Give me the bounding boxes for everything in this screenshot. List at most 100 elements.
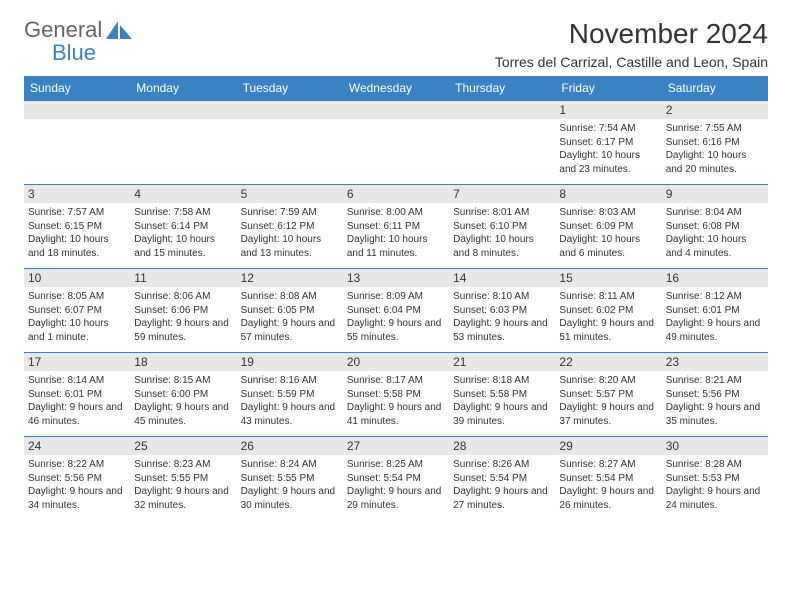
logo: General Blue <box>24 18 134 64</box>
sunrise-line: Sunrise: 8:28 AM <box>666 458 764 472</box>
day-header: Saturday <box>662 76 768 101</box>
sunset-line: Sunset: 5:55 PM <box>134 472 232 486</box>
daylight-line: Daylight: 9 hours and 32 minutes. <box>134 485 232 512</box>
daylight-line: Daylight: 9 hours and 37 minutes. <box>559 401 657 428</box>
day-number-cell: 28 <box>449 437 555 456</box>
day-info-cell: Sunrise: 7:58 AMSunset: 6:14 PMDaylight:… <box>130 203 236 269</box>
sunrise-line: Sunrise: 7:55 AM <box>666 122 764 136</box>
logo-word-1: General <box>24 18 102 41</box>
sunrise-line: Sunrise: 8:06 AM <box>134 290 232 304</box>
sunrise-line: Sunrise: 8:22 AM <box>28 458 126 472</box>
daylight-line: Daylight: 9 hours and 34 minutes. <box>28 485 126 512</box>
day-info-cell: Sunrise: 7:54 AMSunset: 6:17 PMDaylight:… <box>555 119 661 185</box>
sunset-line: Sunset: 6:01 PM <box>28 388 126 402</box>
sunrise-line: Sunrise: 7:57 AM <box>28 206 126 220</box>
day-info-cell: Sunrise: 8:28 AMSunset: 5:53 PMDaylight:… <box>662 455 768 520</box>
logo-sail-icon <box>104 19 134 41</box>
sunset-line: Sunset: 6:11 PM <box>347 220 445 234</box>
day-info-cell: Sunrise: 7:57 AMSunset: 6:15 PMDaylight:… <box>24 203 130 269</box>
daylight-line: Daylight: 10 hours and 6 minutes. <box>559 233 657 260</box>
day-number-cell: 2 <box>662 101 768 120</box>
sunrise-line: Sunrise: 8:20 AM <box>559 374 657 388</box>
sunrise-line: Sunrise: 8:24 AM <box>241 458 339 472</box>
sunset-line: Sunset: 6:04 PM <box>347 304 445 318</box>
day-number-cell: 8 <box>555 185 661 204</box>
daylight-line: Daylight: 9 hours and 46 minutes. <box>28 401 126 428</box>
sunrise-line: Sunrise: 8:11 AM <box>559 290 657 304</box>
daylight-line: Daylight: 9 hours and 30 minutes. <box>241 485 339 512</box>
day-info-cell: Sunrise: 8:20 AMSunset: 5:57 PMDaylight:… <box>555 371 661 437</box>
sunset-line: Sunset: 6:08 PM <box>666 220 764 234</box>
day-number-cell: 16 <box>662 269 768 288</box>
day-info-cell: Sunrise: 8:26 AMSunset: 5:54 PMDaylight:… <box>449 455 555 520</box>
daylight-line: Daylight: 9 hours and 53 minutes. <box>453 317 551 344</box>
day-number-cell: 22 <box>555 353 661 372</box>
daylight-line: Daylight: 10 hours and 13 minutes. <box>241 233 339 260</box>
day-info-cell <box>449 119 555 185</box>
day-info-cell: Sunrise: 8:25 AMSunset: 5:54 PMDaylight:… <box>343 455 449 520</box>
day-info-cell: Sunrise: 8:11 AMSunset: 6:02 PMDaylight:… <box>555 287 661 353</box>
sunrise-line: Sunrise: 8:15 AM <box>134 374 232 388</box>
calendar-table: Sunday Monday Tuesday Wednesday Thursday… <box>24 76 768 520</box>
daylight-line: Daylight: 9 hours and 39 minutes. <box>453 401 551 428</box>
daylight-line: Daylight: 10 hours and 20 minutes. <box>666 149 764 176</box>
day-number-cell: 29 <box>555 437 661 456</box>
daylight-line: Daylight: 9 hours and 24 minutes. <box>666 485 764 512</box>
day-info-cell: Sunrise: 8:12 AMSunset: 6:01 PMDaylight:… <box>662 287 768 353</box>
daylight-line: Daylight: 10 hours and 23 minutes. <box>559 149 657 176</box>
sunset-line: Sunset: 6:01 PM <box>666 304 764 318</box>
day-info-cell: Sunrise: 8:17 AMSunset: 5:58 PMDaylight:… <box>343 371 449 437</box>
day-info-cell: Sunrise: 8:01 AMSunset: 6:10 PMDaylight:… <box>449 203 555 269</box>
sunrise-line: Sunrise: 8:14 AM <box>28 374 126 388</box>
sunset-line: Sunset: 5:59 PM <box>241 388 339 402</box>
sunrise-line: Sunrise: 8:08 AM <box>241 290 339 304</box>
sunrise-line: Sunrise: 8:00 AM <box>347 206 445 220</box>
sunrise-line: Sunrise: 8:23 AM <box>134 458 232 472</box>
sunset-line: Sunset: 5:54 PM <box>559 472 657 486</box>
sunrise-line: Sunrise: 8:03 AM <box>559 206 657 220</box>
day-number-cell: 11 <box>130 269 236 288</box>
day-info-cell: Sunrise: 8:03 AMSunset: 6:09 PMDaylight:… <box>555 203 661 269</box>
day-info-cell: Sunrise: 8:15 AMSunset: 6:00 PMDaylight:… <box>130 371 236 437</box>
day-header: Thursday <box>449 76 555 101</box>
sunset-line: Sunset: 6:14 PM <box>134 220 232 234</box>
daylight-line: Daylight: 9 hours and 49 minutes. <box>666 317 764 344</box>
sunset-line: Sunset: 6:02 PM <box>559 304 657 318</box>
day-info-row: Sunrise: 8:14 AMSunset: 6:01 PMDaylight:… <box>24 371 768 437</box>
day-number-cell: 30 <box>662 437 768 456</box>
day-number-cell <box>449 101 555 120</box>
day-info-cell: Sunrise: 8:00 AMSunset: 6:11 PMDaylight:… <box>343 203 449 269</box>
daylight-line: Daylight: 9 hours and 27 minutes. <box>453 485 551 512</box>
daylight-line: Daylight: 9 hours and 43 minutes. <box>241 401 339 428</box>
day-number-cell: 1 <box>555 101 661 120</box>
day-number-cell: 4 <box>130 185 236 204</box>
sunset-line: Sunset: 5:56 PM <box>666 388 764 402</box>
day-info-cell: Sunrise: 8:04 AMSunset: 6:08 PMDaylight:… <box>662 203 768 269</box>
day-number-cell <box>343 101 449 120</box>
day-header: Monday <box>130 76 236 101</box>
daylight-line: Daylight: 9 hours and 57 minutes. <box>241 317 339 344</box>
sunrise-line: Sunrise: 7:59 AM <box>241 206 339 220</box>
sunrise-line: Sunrise: 8:26 AM <box>453 458 551 472</box>
day-number-cell <box>130 101 236 120</box>
daylight-line: Daylight: 9 hours and 45 minutes. <box>134 401 232 428</box>
day-number-cell: 14 <box>449 269 555 288</box>
sunset-line: Sunset: 6:15 PM <box>28 220 126 234</box>
day-header: Tuesday <box>237 76 343 101</box>
day-info-cell: Sunrise: 8:24 AMSunset: 5:55 PMDaylight:… <box>237 455 343 520</box>
sunrise-line: Sunrise: 8:01 AM <box>453 206 551 220</box>
day-number-cell: 9 <box>662 185 768 204</box>
day-header: Sunday <box>24 76 130 101</box>
day-header: Wednesday <box>343 76 449 101</box>
day-info-row: Sunrise: 8:22 AMSunset: 5:56 PMDaylight:… <box>24 455 768 520</box>
sunset-line: Sunset: 5:54 PM <box>453 472 551 486</box>
day-header: Friday <box>555 76 661 101</box>
sunrise-line: Sunrise: 7:58 AM <box>134 206 232 220</box>
day-number-cell: 6 <box>343 185 449 204</box>
daylight-line: Daylight: 9 hours and 41 minutes. <box>347 401 445 428</box>
day-number-cell: 21 <box>449 353 555 372</box>
sunrise-line: Sunrise: 8:12 AM <box>666 290 764 304</box>
sunrise-line: Sunrise: 8:05 AM <box>28 290 126 304</box>
sunset-line: Sunset: 6:17 PM <box>559 136 657 150</box>
sunrise-line: Sunrise: 8:04 AM <box>666 206 764 220</box>
